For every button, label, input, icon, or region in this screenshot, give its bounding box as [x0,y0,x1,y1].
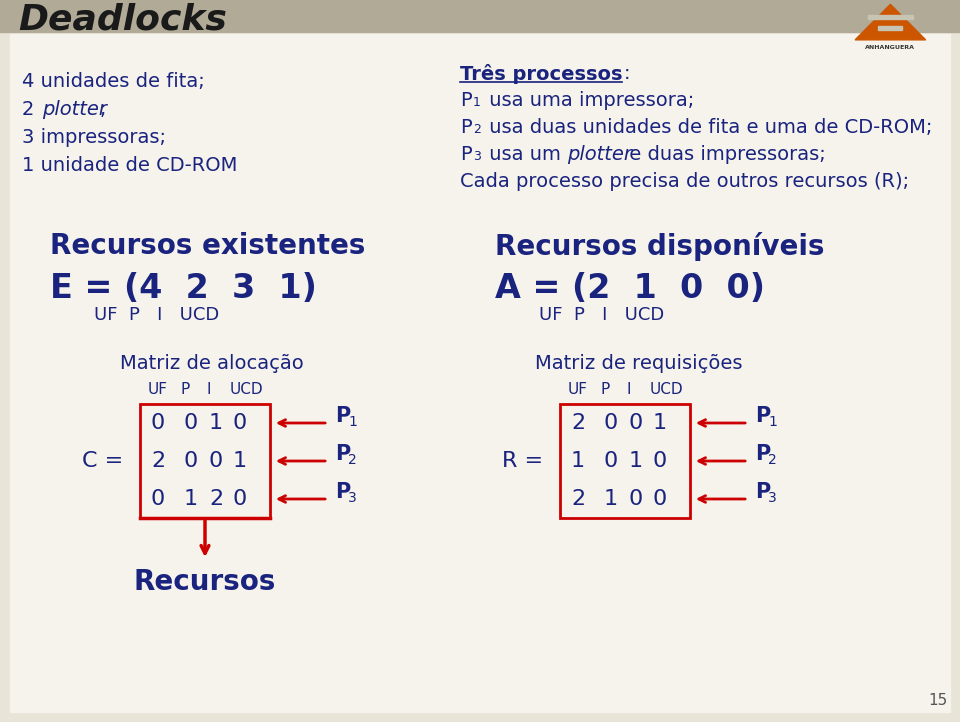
Polygon shape [855,4,925,40]
Text: 0: 0 [653,451,667,471]
Text: 2: 2 [22,100,40,119]
Text: 0: 0 [629,413,643,433]
Text: 2: 2 [768,453,777,467]
Text: 0: 0 [209,451,223,471]
Text: 1: 1 [209,413,223,433]
Text: P: P [335,444,350,464]
Text: 0: 0 [629,489,643,509]
Text: Três processos: Três processos [460,64,622,84]
Text: Matriz de alocação: Matriz de alocação [120,354,303,373]
Text: 1: 1 [653,413,667,433]
Text: Recursos disponíveis: Recursos disponíveis [495,232,825,261]
Text: E = (4  2  3  1): E = (4 2 3 1) [50,272,317,305]
Text: 0: 0 [184,413,198,433]
Text: 3 impressoras;: 3 impressoras; [22,128,166,147]
Text: P: P [601,382,611,397]
Text: 1 unidade de CD-ROM: 1 unidade de CD-ROM [22,156,237,175]
Polygon shape [878,26,902,30]
Bar [140,404,270,518]
Text: 2: 2 [473,123,481,136]
Text: 1: 1 [768,415,777,429]
Text: Recursos existentes: Recursos existentes [50,232,366,260]
Bar [0,0,960,32]
Text: P: P [181,382,190,397]
Text: 2: 2 [571,413,585,433]
Text: UCD: UCD [230,382,264,397]
Text: P: P [755,444,770,464]
Text: UF: UF [568,382,588,397]
Text: P: P [755,482,770,502]
Text: I: I [206,382,210,397]
Text: ANHANGUERA: ANHANGUERA [865,45,916,51]
Bar [560,404,690,518]
Text: 0: 0 [653,489,667,509]
Text: 2: 2 [209,489,223,509]
Text: A = (2  1  0  0): A = (2 1 0 0) [495,272,765,305]
Text: UF: UF [148,382,168,397]
Text: UF  P   I   UCD: UF P I UCD [539,306,664,324]
Text: 3: 3 [473,150,481,163]
Text: 3: 3 [768,491,777,505]
Text: R =: R = [502,451,543,471]
Text: 0: 0 [233,489,247,509]
Text: 1: 1 [348,415,357,429]
Text: plotter: plotter [42,100,107,119]
Text: Recursos: Recursos [133,568,276,596]
Text: P: P [335,482,350,502]
Text: 1: 1 [604,489,618,509]
Text: C =: C = [82,451,123,471]
Text: 0: 0 [604,451,618,471]
Text: e duas impressoras;: e duas impressoras; [623,145,826,164]
Text: Deadlocks: Deadlocks [18,2,227,36]
Polygon shape [868,15,913,19]
Text: 0: 0 [604,413,618,433]
Text: 0: 0 [151,413,165,433]
Text: P: P [460,118,471,137]
Text: I: I [626,382,631,397]
Text: 4 unidades de fita;: 4 unidades de fita; [22,72,204,91]
Text: plotter: plotter [567,145,632,164]
Text: ;: ; [100,100,107,119]
Text: 15: 15 [928,693,948,708]
Text: P: P [755,406,770,426]
Text: 0: 0 [184,451,198,471]
Text: 1: 1 [629,451,643,471]
Text: UF  P   I   UCD: UF P I UCD [94,306,219,324]
Text: 2: 2 [571,489,585,509]
Text: :: : [624,64,631,83]
Text: 0: 0 [151,489,165,509]
Text: UCD: UCD [650,382,684,397]
Text: Cada processo precisa de outros recursos (R);: Cada processo precisa de outros recursos… [460,172,909,191]
Text: P: P [460,145,471,164]
Text: 1: 1 [571,451,585,471]
Text: Matriz de requisições: Matriz de requisições [535,354,742,373]
Text: usa um: usa um [483,145,567,164]
Text: 1: 1 [473,96,481,109]
Text: P: P [335,406,350,426]
Text: 2: 2 [151,451,165,471]
Text: 0: 0 [233,413,247,433]
Text: 2: 2 [348,453,357,467]
Text: P: P [460,91,471,110]
Text: usa uma impressora;: usa uma impressora; [483,91,694,110]
Text: 3: 3 [348,491,357,505]
Text: 1: 1 [233,451,247,471]
Text: usa duas unidades de fita e uma de CD-ROM;: usa duas unidades de fita e uma de CD-RO… [483,118,932,137]
Text: 1: 1 [184,489,198,509]
